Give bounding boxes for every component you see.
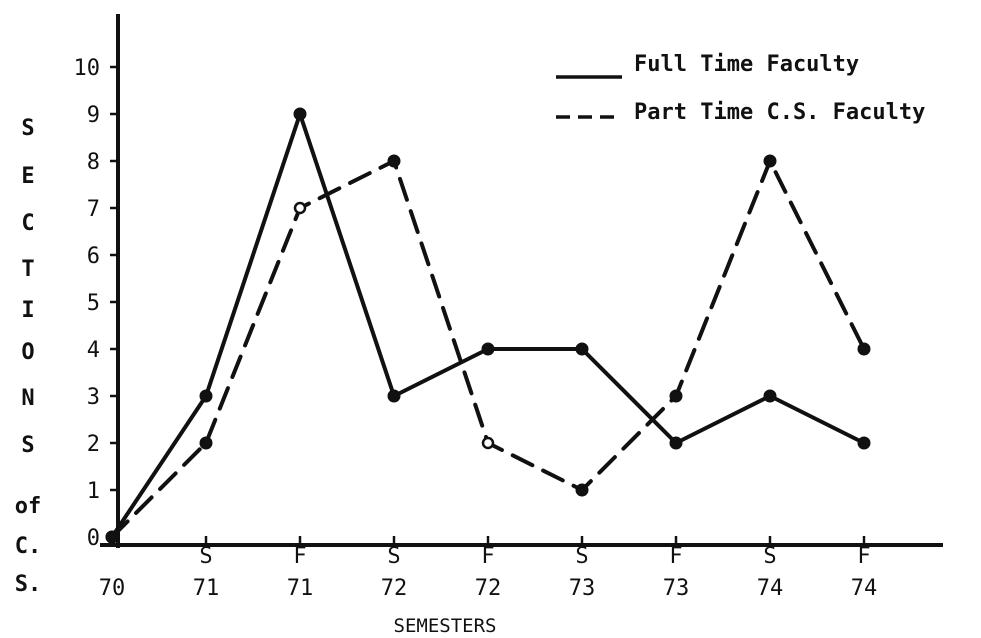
y-tick-label: 9 xyxy=(87,103,100,128)
y-ticks: 0 1 2 3 4 5 6 7 8 9 10 xyxy=(74,56,120,551)
y-axis-label-char: S xyxy=(21,433,34,458)
y-axis-label-char: N xyxy=(21,386,34,411)
x-tick-label-season: F xyxy=(857,544,870,569)
data-point-part-time xyxy=(669,389,683,403)
data-point-full-time xyxy=(575,342,589,356)
x-tick-label-season: S xyxy=(763,544,776,569)
x-tick-label-year: 73 xyxy=(569,576,596,601)
x-axis-label: SEMESTERS xyxy=(394,615,497,637)
y-tick-label: 2 xyxy=(87,432,100,457)
series-line-full-time xyxy=(110,112,866,539)
y-axis-label-char: T xyxy=(21,257,34,282)
data-point-full-time xyxy=(669,436,683,450)
data-point-full-time xyxy=(293,107,307,121)
y-axis-label-char: S. xyxy=(15,572,42,597)
legend-label-full-time: Full Time Faculty xyxy=(634,52,859,77)
data-point-part-time xyxy=(857,342,871,356)
y-tick-label: 6 xyxy=(87,244,100,269)
x-tick-label-season: S xyxy=(199,544,212,569)
x-tick-label-year: 70 xyxy=(99,576,126,601)
x-tick-label-season: F xyxy=(669,544,682,569)
data-point-full-time xyxy=(763,389,777,403)
x-tick-label-year: 71 xyxy=(193,576,220,601)
y-axis-label-char: I xyxy=(21,298,34,323)
y-tick-label: 5 xyxy=(87,291,100,316)
legend: Full Time Faculty Part Time C.S. Faculty xyxy=(556,52,925,125)
x-tick-label-year: 72 xyxy=(381,576,408,601)
series-lines xyxy=(105,107,871,544)
data-point-part-time xyxy=(763,154,777,168)
x-ticks: 70 S 71 F 71 S 72 F 72 S 73 F 73 S 74 F 74 xyxy=(99,536,878,601)
x-tick-label-season: F xyxy=(293,544,306,569)
data-point-full-time xyxy=(199,389,213,403)
y-axis-label-char: C. xyxy=(15,534,42,559)
y-tick-label: 8 xyxy=(87,150,100,175)
y-axis-label-char: S xyxy=(21,116,34,141)
y-tick-label: 7 xyxy=(87,197,100,222)
data-point-full-time xyxy=(387,389,401,403)
y-axis-label-char: C xyxy=(21,211,34,236)
data-point-part-time xyxy=(105,530,119,544)
y-tick-label: 3 xyxy=(87,385,100,410)
x-tick-label-year: 73 xyxy=(663,576,690,601)
legend-label-part-time: Part Time C.S. Faculty xyxy=(634,100,925,125)
data-point-part-time xyxy=(293,201,307,215)
data-point-part-time xyxy=(387,154,401,168)
x-tick-label-year: 72 xyxy=(475,576,502,601)
x-tick-label-year: 71 xyxy=(287,576,314,601)
y-tick-label: 10 xyxy=(74,56,101,81)
y-axis-label-char: E xyxy=(21,164,34,189)
data-point-part-time xyxy=(481,436,495,450)
data-point-full-time xyxy=(481,342,495,356)
data-point-full-time xyxy=(857,436,871,450)
data-point-part-time xyxy=(199,436,213,450)
y-tick-label: 0 xyxy=(87,526,100,551)
data-point-part-time xyxy=(575,483,589,497)
y-tick-label: 4 xyxy=(87,338,100,363)
x-tick-label-season: S xyxy=(387,544,400,569)
y-axis-label-char: O xyxy=(21,340,34,365)
y-axis-label-char: of xyxy=(15,494,42,519)
x-tick-label-year: 74 xyxy=(851,576,878,601)
x-tick-label-year: 74 xyxy=(757,576,784,601)
x-tick-label-season: F xyxy=(481,544,494,569)
x-tick-label-season: S xyxy=(575,544,588,569)
y-tick-label: 1 xyxy=(87,479,100,504)
